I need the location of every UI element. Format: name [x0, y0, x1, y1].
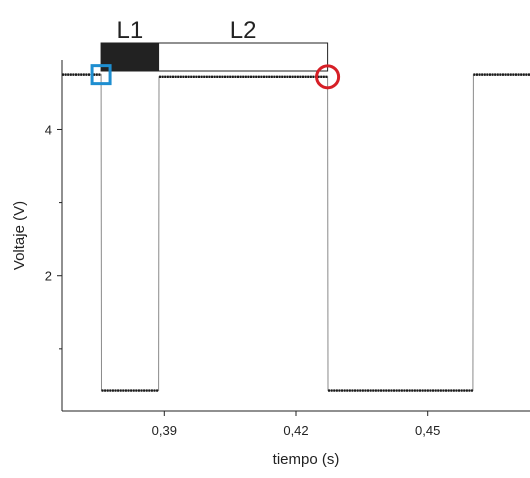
- x-axis-label: tiempo (s): [273, 451, 340, 468]
- phase-bar-label: L2: [230, 17, 257, 44]
- series-group: [62, 73, 530, 392]
- x-tick-label: 0,45: [415, 423, 440, 438]
- axes-group: [61, 60, 530, 412]
- series-line: [62, 74, 530, 391]
- phase-bar-group: L1 L2: [100, 17, 329, 72]
- x-tick-label: 0,42: [283, 423, 308, 438]
- phase-bar-segment: [158, 42, 329, 72]
- circle-marker: [315, 64, 341, 90]
- y-axis-label: Voltaje (V): [11, 201, 28, 270]
- y-tick-label: 2: [45, 269, 52, 284]
- y-tick-label: 4: [45, 122, 52, 137]
- phase-bar-label: L1: [116, 17, 143, 44]
- markers-group: [90, 64, 341, 90]
- x-tick-label: 0,39: [152, 423, 177, 438]
- square-marker: [90, 64, 112, 86]
- ticks-group: 0,39 0,42 0,45 2 4: [45, 122, 441, 438]
